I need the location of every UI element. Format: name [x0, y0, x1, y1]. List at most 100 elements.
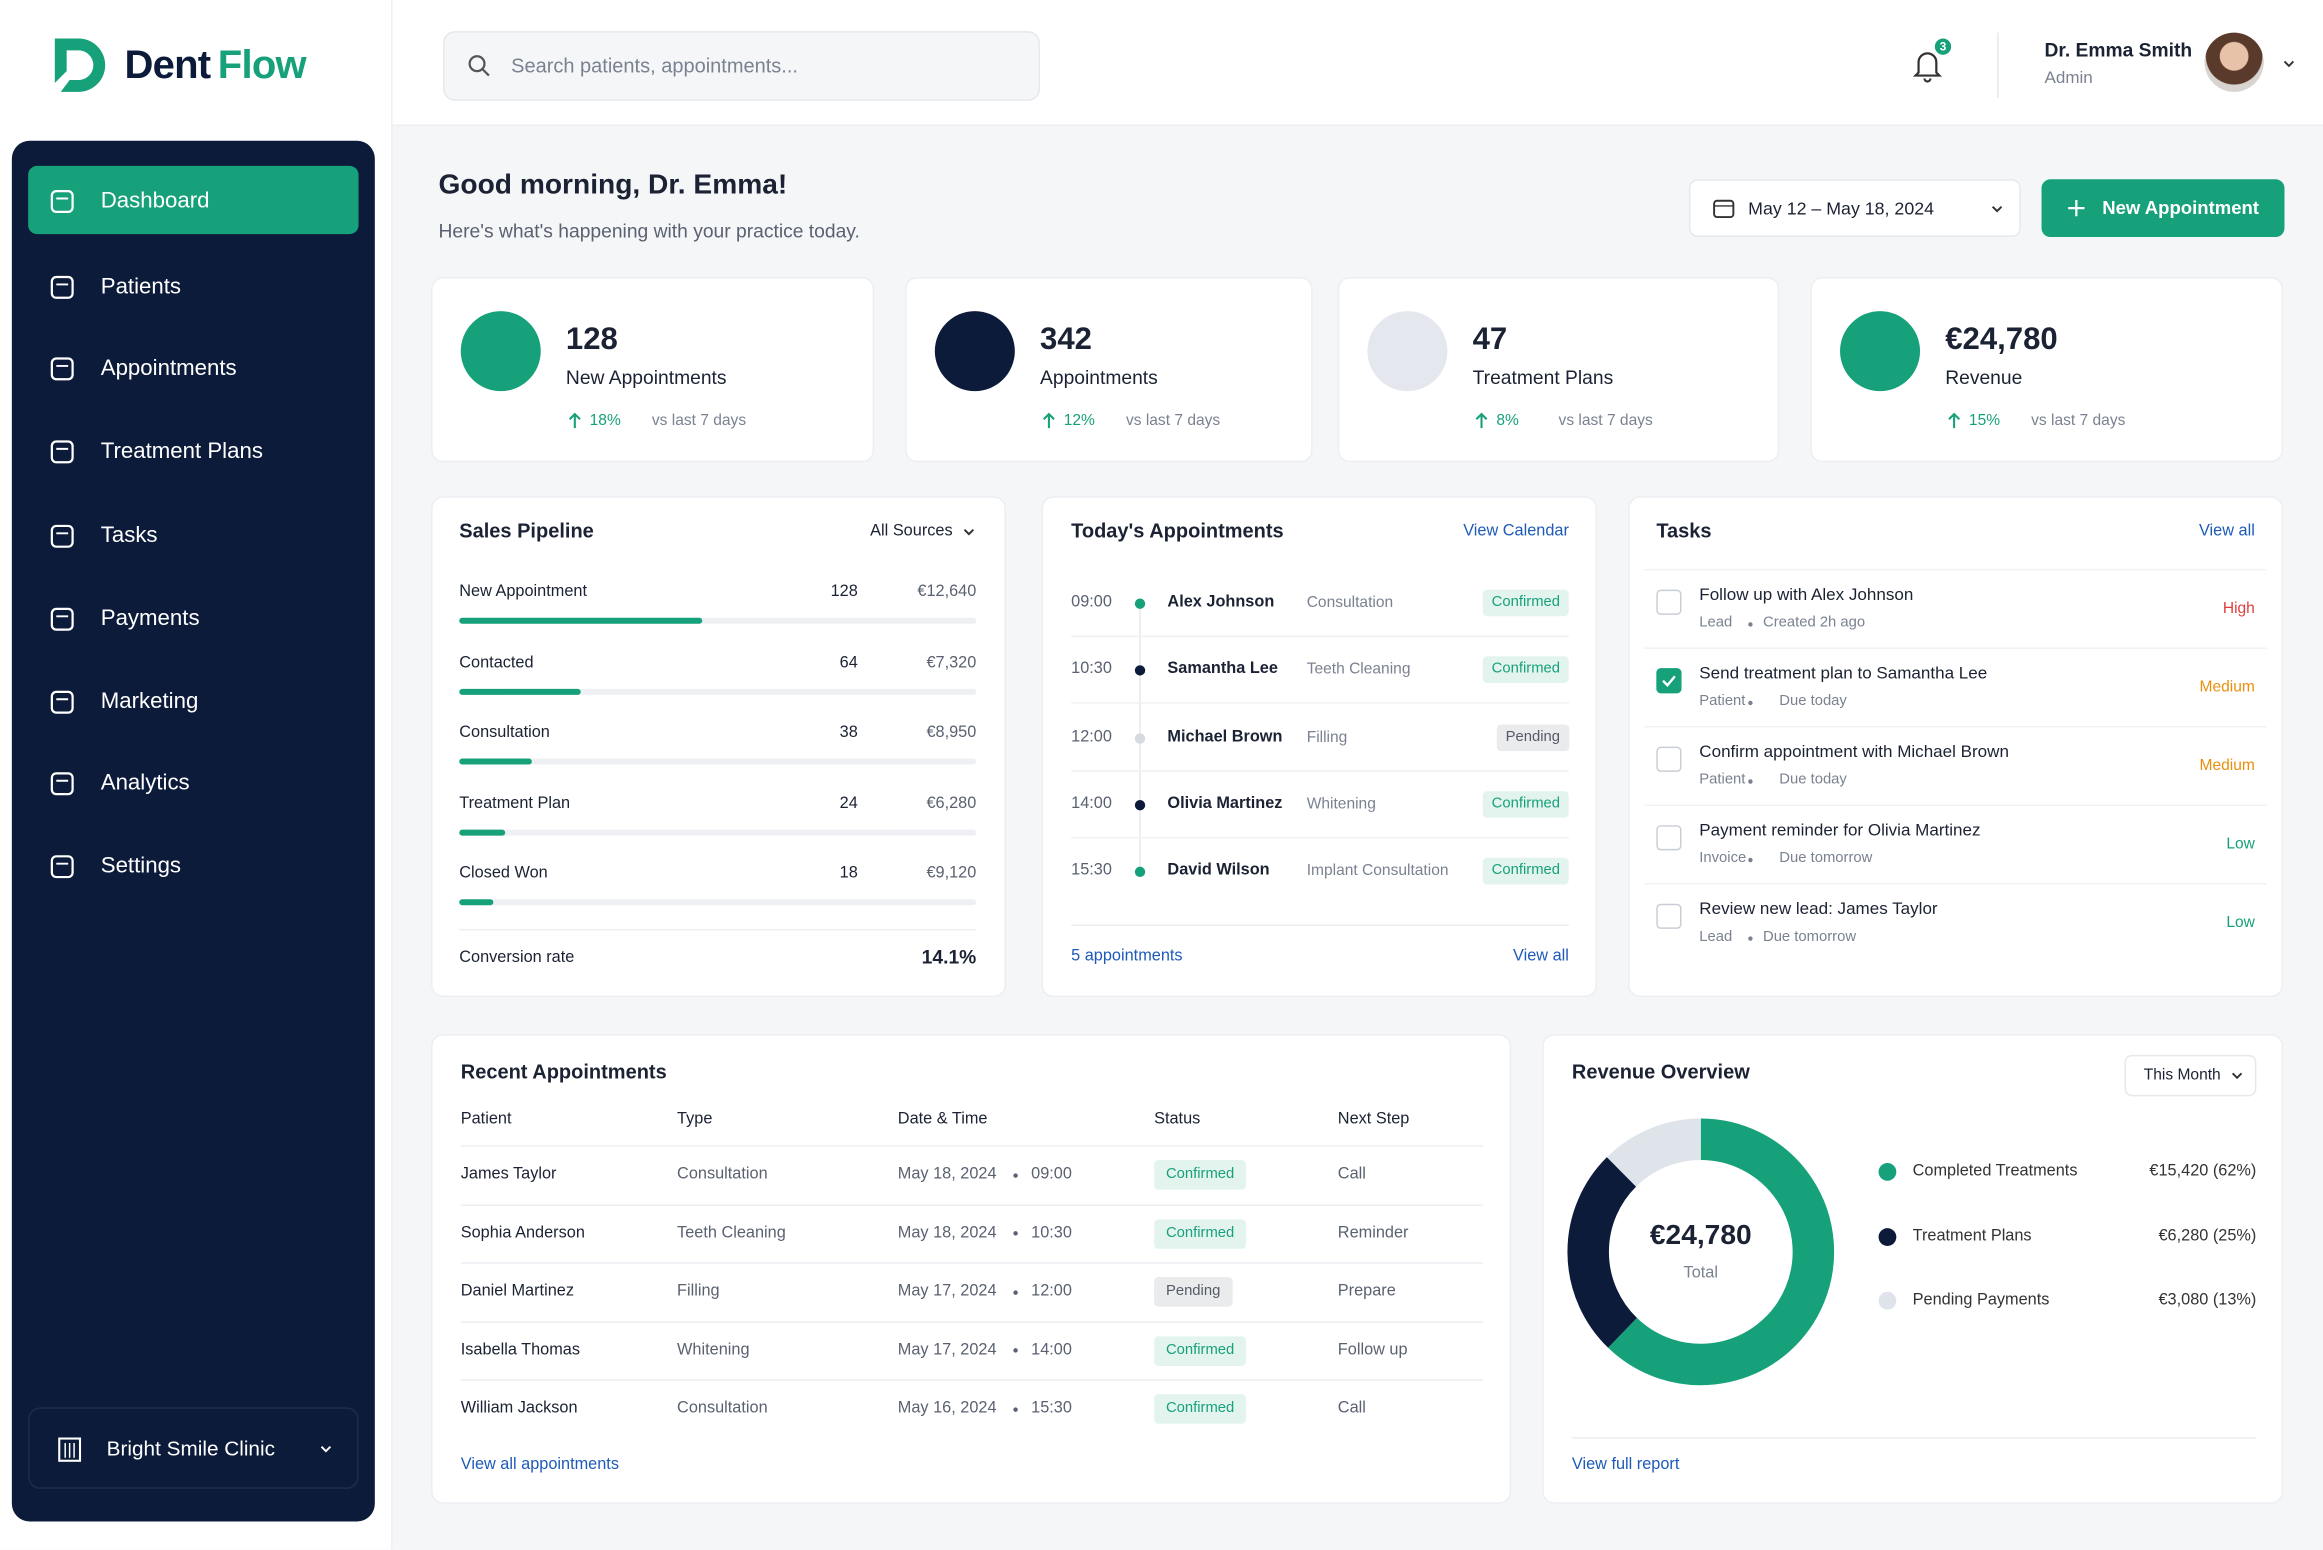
- chevron: [1990, 201, 2005, 216]
- checkbox[interactable]: [1656, 668, 1682, 694]
- topbar-divider: [1997, 32, 1999, 98]
- progress-track: [459, 899, 977, 906]
- stage-name: Contacted: [459, 653, 534, 671]
- brand-name: Dent: [124, 42, 211, 88]
- icon-part: [1713, 199, 1735, 219]
- nav-icon-svg: [50, 855, 74, 879]
- task-title: Review new lead: James Taylor: [1699, 900, 1938, 919]
- stage-amount: €7,320: [926, 653, 977, 671]
- nav-icon-svg: [50, 440, 74, 464]
- nav-item[interactable]: Patients: [100, 274, 182, 300]
- stage-name: Treatment Plan: [459, 793, 571, 812]
- column-header: Next Step: [1337, 1110, 1410, 1129]
- bullet: [1748, 936, 1753, 941]
- cell-time: 14:00: [1031, 1340, 1072, 1359]
- filter-dropdown[interactable]: All Sources: [870, 522, 953, 540]
- up-arrow: [1042, 412, 1057, 430]
- nav-icon-svg: [50, 190, 74, 213]
- checkbox[interactable]: [1656, 825, 1682, 851]
- view-full-report-link[interactable]: View full report: [1571, 1455, 1680, 1474]
- avatar[interactable]: [2204, 32, 2264, 92]
- clinic-box[interactable]: [28, 1407, 359, 1489]
- view-calendar-link[interactable]: View Calendar: [1463, 522, 1569, 540]
- nav-icon: [49, 770, 76, 797]
- search-box[interactable]: [442, 31, 1041, 101]
- nav-item[interactable]: Marketing: [100, 688, 199, 715]
- timeline-dot: [1134, 799, 1146, 811]
- checkbox[interactable]: [1656, 589, 1682, 615]
- row-divider: [1071, 836, 1569, 839]
- progress-bar: [459, 617, 703, 624]
- legend-value: €6,280 (25%): [2158, 1226, 2257, 1245]
- timeline-dot: [1134, 665, 1146, 677]
- nav-icon: [49, 188, 76, 215]
- chevron: [962, 524, 977, 539]
- plus-icon-svg: [2068, 200, 2085, 217]
- panel-title: Recent Appointments: [460, 1060, 667, 1083]
- view-all-appointments-link[interactable]: View all appointments: [460, 1455, 619, 1474]
- checkbox[interactable]: [1656, 746, 1682, 772]
- nav-item[interactable]: Treatment Plans: [100, 438, 263, 464]
- icon-part: [1662, 675, 1676, 687]
- period-label: This Month: [2143, 1066, 2221, 1085]
- bullet: [1013, 1406, 1018, 1412]
- stat-change: 8%: [1496, 411, 1519, 430]
- cell-date: May 17, 2024: [897, 1340, 997, 1359]
- row-divider: [460, 1320, 1483, 1323]
- divider: [459, 928, 977, 931]
- status-pill: Confirmed: [1482, 790, 1569, 818]
- up-arrow: [1947, 412, 1962, 430]
- stat-label: Appointments: [1040, 366, 1158, 389]
- row-divider: [460, 1145, 1483, 1147]
- panel-title: Sales Pipeline: [459, 519, 594, 543]
- legend-dot: [1878, 1162, 1897, 1181]
- stat-period: vs last 7 days: [1125, 411, 1221, 430]
- cell-patient: Daniel Martinez: [460, 1282, 574, 1300]
- nav-item[interactable]: Analytics: [100, 770, 190, 796]
- task-priority: Medium: [2199, 678, 2255, 696]
- nav-item[interactable]: Appointments: [100, 355, 237, 381]
- legend-dot: [1878, 1291, 1897, 1310]
- icon-part: [50, 772, 74, 796]
- notification-count: 3: [1939, 39, 1947, 53]
- progress-bar: [459, 828, 505, 835]
- nav-item[interactable]: Tasks: [100, 522, 158, 549]
- divider: [1571, 1437, 2257, 1439]
- date-picker[interactable]: [1688, 179, 2021, 238]
- sidebar-panel: [11, 140, 375, 1522]
- appointment-time: 10:30: [1071, 660, 1112, 679]
- row-divider: [1071, 769, 1569, 772]
- nav-item[interactable]: Dashboard: [100, 188, 210, 214]
- cell-next-step: Prepare: [1337, 1282, 1396, 1300]
- panel-title: Today's Appointments: [1071, 519, 1284, 543]
- row-divider: [460, 1203, 1483, 1206]
- nav-icon-svg: [50, 275, 74, 299]
- status-pill: Confirmed: [1482, 858, 1569, 885]
- nav-icon-svg: [50, 690, 74, 714]
- bell-icon[interactable]: [1911, 47, 1944, 83]
- appointment-type: Implant Consultation: [1306, 862, 1449, 880]
- checkbox[interactable]: [1656, 903, 1682, 929]
- period-dropdown[interactable]: [2124, 1054, 2257, 1097]
- todays-appointments-card: [1041, 496, 1598, 998]
- status-pill: Confirmed: [1154, 1394, 1247, 1424]
- icon-part: [50, 190, 74, 213]
- timeline-dot: [1134, 598, 1146, 609]
- icon-part: [2283, 60, 2295, 68]
- stat-value: 128: [565, 322, 618, 357]
- appointments-count: 5 appointments: [1071, 947, 1183, 966]
- view-all-link[interactable]: View all: [1513, 947, 1569, 966]
- appointment-name: Olivia Martinez: [1167, 794, 1283, 813]
- task-meta: Due tomorrow: [1762, 928, 1857, 946]
- icon-part: [1991, 205, 2003, 213]
- logo-mark-svg: [54, 38, 106, 92]
- view-all-link[interactable]: View all: [2198, 522, 2255, 540]
- stat-value: 342: [1040, 322, 1092, 357]
- row-divider: [1644, 882, 2267, 885]
- stat-change: 18%: [589, 411, 621, 430]
- stage-count: 38: [839, 723, 858, 742]
- nav-item[interactable]: Payments: [100, 605, 200, 632]
- nav-item[interactable]: Settings: [100, 853, 182, 879]
- bullet: [1013, 1172, 1018, 1178]
- cell-type: Filling: [677, 1282, 720, 1300]
